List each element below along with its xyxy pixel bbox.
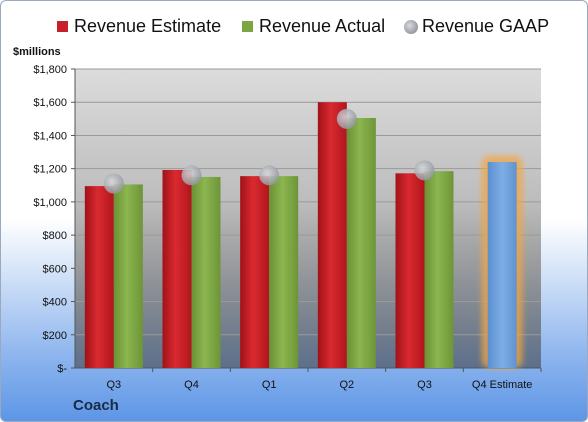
y-tick-label: $1,800 bbox=[33, 64, 67, 76]
x-tick-label: Q3 bbox=[417, 379, 432, 391]
x-tick-label: Q4 bbox=[184, 379, 199, 391]
bar-revenue-estimate bbox=[84, 186, 114, 368]
bar-revenue-actual bbox=[346, 118, 376, 368]
legend-label: Revenue Actual bbox=[259, 16, 385, 36]
y-axis-title: $millions bbox=[13, 46, 61, 58]
bar-revenue-estimate bbox=[395, 173, 425, 368]
x-tick-label: Q4 Estimate bbox=[472, 379, 533, 391]
y-tick-label: $1,400 bbox=[33, 130, 67, 142]
x-tick-label: Q3 bbox=[106, 379, 121, 391]
bar-revenue-estimate bbox=[240, 176, 270, 368]
bar-revenue-estimate bbox=[162, 169, 192, 368]
y-tick-label: $200 bbox=[43, 330, 67, 342]
y-tick-label: $800 bbox=[43, 230, 67, 242]
bar-revenue-actual bbox=[424, 171, 454, 368]
y-tick-label: $600 bbox=[43, 263, 67, 275]
bar-revenue-estimate bbox=[317, 102, 347, 368]
legend-label: Revenue GAAP bbox=[422, 16, 549, 36]
y-tick-label: $- bbox=[57, 363, 67, 375]
y-tick-label: $1,600 bbox=[33, 97, 67, 109]
point-revenue-gaap bbox=[181, 165, 202, 186]
y-tick-label: $400 bbox=[43, 297, 67, 309]
x-tick-label: Q2 bbox=[339, 379, 354, 391]
legend-swatch bbox=[404, 20, 418, 34]
bar-revenue-actual bbox=[113, 184, 143, 368]
point-revenue-gaap bbox=[414, 160, 435, 181]
legend-swatch bbox=[242, 21, 253, 32]
point-revenue-gaap bbox=[259, 165, 280, 186]
bar-revenue-actual bbox=[191, 176, 221, 368]
bar-q4-estimate bbox=[487, 162, 517, 368]
legend-swatch bbox=[57, 21, 68, 32]
x-tick-label: Q1 bbox=[262, 379, 277, 391]
point-revenue-gaap bbox=[103, 173, 124, 194]
bar-revenue-actual bbox=[269, 176, 299, 368]
plot-area bbox=[75, 69, 541, 368]
y-tick-label: $1,000 bbox=[33, 197, 67, 209]
company-name: Coach bbox=[73, 397, 119, 414]
legend-label: Revenue Estimate bbox=[74, 16, 221, 36]
point-revenue-gaap bbox=[336, 108, 357, 129]
y-tick-label: $1,200 bbox=[33, 164, 67, 176]
